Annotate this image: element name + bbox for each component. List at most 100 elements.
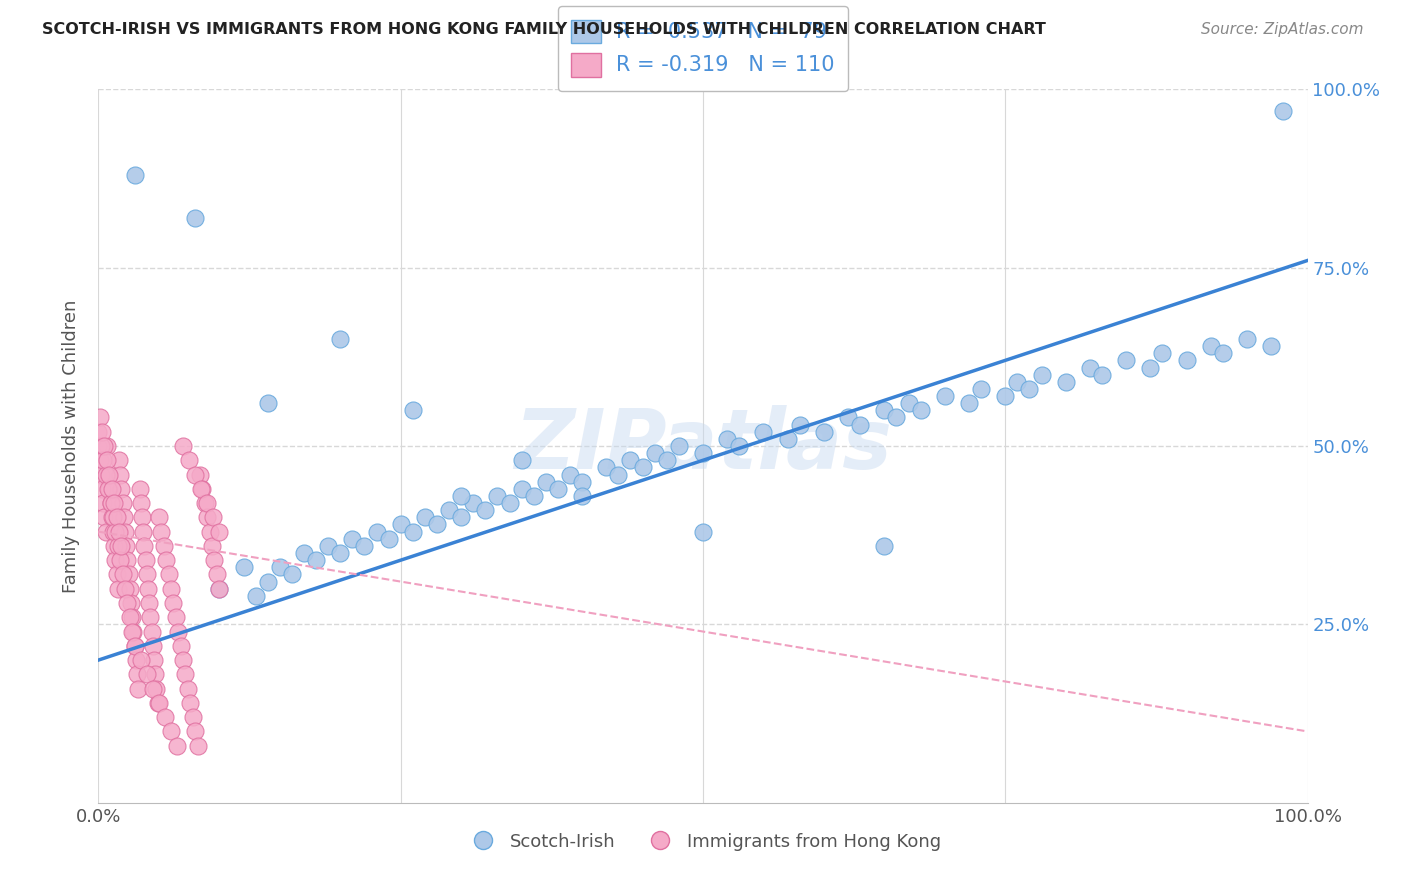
- Point: [1212, 346, 1234, 360]
- Point: [886, 410, 908, 425]
- Point: [87, 425, 110, 439]
- Point: [655, 453, 678, 467]
- Point: [402, 403, 425, 417]
- Point: [789, 417, 811, 432]
- Point: [100, 482, 122, 496]
- Point: [873, 539, 896, 553]
- Point: [644, 446, 666, 460]
- Point: [571, 489, 593, 503]
- Point: [90, 467, 112, 482]
- Point: [110, 482, 132, 496]
- Point: [98, 467, 121, 482]
- Point: [849, 417, 872, 432]
- Point: [205, 567, 228, 582]
- Point: [631, 460, 654, 475]
- Point: [132, 524, 155, 539]
- Point: [103, 539, 125, 553]
- Point: [124, 168, 146, 182]
- Point: [124, 639, 146, 653]
- Point: [190, 482, 212, 496]
- Point: [191, 482, 214, 496]
- Point: [510, 482, 533, 496]
- Point: [1175, 353, 1198, 368]
- Point: [97, 467, 120, 482]
- Point: [181, 710, 204, 724]
- Point: [813, 425, 835, 439]
- Point: [135, 567, 157, 582]
- Point: [523, 489, 546, 503]
- Point: [100, 510, 122, 524]
- Point: [167, 624, 190, 639]
- Point: [108, 553, 131, 567]
- Point: [91, 496, 114, 510]
- Point: [1078, 360, 1101, 375]
- Point: [353, 539, 375, 553]
- Point: [90, 439, 112, 453]
- Point: [1091, 368, 1114, 382]
- Point: [172, 439, 194, 453]
- Point: [160, 724, 183, 739]
- Point: [897, 396, 920, 410]
- Point: [873, 403, 896, 417]
- Point: [157, 567, 180, 582]
- Point: [184, 467, 207, 482]
- Point: [389, 517, 412, 532]
- Point: [117, 596, 139, 610]
- Point: [89, 453, 111, 467]
- Point: [1236, 332, 1258, 346]
- Point: [208, 524, 231, 539]
- Point: [342, 532, 364, 546]
- Point: [122, 624, 145, 639]
- Point: [195, 496, 218, 510]
- Point: [595, 460, 617, 475]
- Point: [281, 567, 304, 582]
- Point: [160, 582, 183, 596]
- Point: [153, 710, 176, 724]
- Point: [188, 467, 211, 482]
- Point: [105, 567, 128, 582]
- Point: [101, 510, 124, 524]
- Point: [108, 467, 131, 482]
- Y-axis label: Family Households with Children: Family Households with Children: [62, 300, 80, 592]
- Point: [155, 553, 177, 567]
- Point: [110, 539, 132, 553]
- Point: [118, 582, 141, 596]
- Point: [558, 467, 581, 482]
- Point: [316, 539, 339, 553]
- Point: [162, 596, 184, 610]
- Point: [97, 482, 120, 496]
- Point: [1152, 346, 1174, 360]
- Point: [135, 553, 157, 567]
- Point: [112, 510, 135, 524]
- Point: [118, 610, 141, 624]
- Point: [910, 403, 932, 417]
- Point: [129, 653, 152, 667]
- Point: [142, 639, 165, 653]
- Point: [104, 553, 127, 567]
- Point: [118, 567, 141, 582]
- Point: [245, 589, 267, 603]
- Point: [474, 503, 496, 517]
- Point: [146, 696, 169, 710]
- Point: [269, 560, 291, 574]
- Point: [198, 524, 221, 539]
- Point: [232, 560, 254, 574]
- Point: [107, 582, 129, 596]
- Point: [1007, 375, 1029, 389]
- Point: [510, 453, 533, 467]
- Point: [1139, 360, 1161, 375]
- Text: SCOTCH-IRISH VS IMMIGRANTS FROM HONG KONG FAMILY HOUSEHOLDS WITH CHILDREN CORREL: SCOTCH-IRISH VS IMMIGRANTS FROM HONG KON…: [42, 22, 1046, 37]
- Point: [141, 624, 163, 639]
- Point: [776, 432, 799, 446]
- Point: [837, 410, 859, 425]
- Point: [134, 539, 156, 553]
- Point: [607, 467, 630, 482]
- Point: [100, 496, 122, 510]
- Point: [402, 524, 425, 539]
- Point: [114, 524, 136, 539]
- Point: [142, 681, 165, 696]
- Point: [184, 724, 207, 739]
- Point: [152, 539, 174, 553]
- Point: [98, 482, 121, 496]
- Point: [329, 546, 352, 560]
